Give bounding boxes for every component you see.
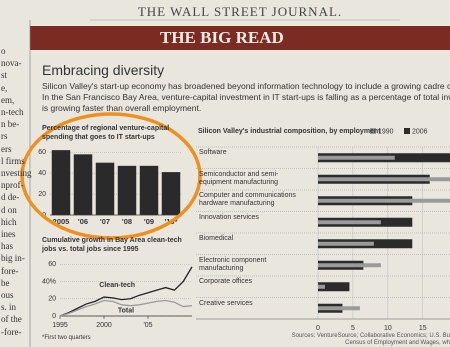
x-tick-label: '07 <box>100 217 110 226</box>
category-label: Electronic component manufacturing <box>199 256 267 272</box>
bar <box>139 165 159 215</box>
column-text: -fore- <box>1 326 22 337</box>
column-text: nprof- <box>1 180 24 191</box>
category-label: Software <box>199 149 227 156</box>
category-label: Semiconductor and semi-equipment manufac… <box>199 170 279 186</box>
x-tick-label: '05 <box>143 322 152 329</box>
category-label: Innovation services <box>199 213 259 221</box>
bar <box>161 172 181 215</box>
column-text: has <box>1 241 13 252</box>
legend-swatch <box>370 128 376 134</box>
x-tick-label: 5 <box>351 325 355 332</box>
bar <box>318 282 350 292</box>
column-text: n be- <box>1 119 20 130</box>
x-tick-label: 1995 <box>52 322 68 329</box>
column-text: e, <box>1 82 8 93</box>
masthead: THE WALL STREET JOURNAL. <box>137 4 343 19</box>
column-text: ers <box>1 143 12 154</box>
column-text: nvesting <box>1 168 32 178</box>
column-text: hich <box>1 216 17 227</box>
column-text: d de- <box>1 192 20 203</box>
bar <box>117 165 137 215</box>
chart-title: Silicon Valley's industrial composition,… <box>198 128 381 135</box>
line-series <box>59 299 193 317</box>
chart-title: Percentage of regional venture-capital s… <box>42 125 170 141</box>
legend-label: 1990 <box>378 128 394 135</box>
column-text: n-tech <box>1 107 24 117</box>
column-text: d on <box>1 204 17 215</box>
column-text: l firms <box>1 155 25 166</box>
y-tick-label: 20 <box>38 191 46 198</box>
x-tick-label: 15 <box>419 325 427 332</box>
column-text: of the <box>1 314 22 325</box>
y-tick-label: 20 <box>48 296 56 303</box>
column-text: o <box>1 46 6 56</box>
bar <box>318 177 450 182</box>
bar <box>318 198 450 203</box>
highlight-circle <box>20 112 202 240</box>
footnote: *First two quarters <box>42 335 91 341</box>
column-text: big in- <box>1 253 25 264</box>
source-line: Sources: VentureSource; Collaborative Ec… <box>291 333 450 339</box>
category-label: Corporate offices <box>199 278 253 285</box>
intro-line: is growing faster than overall employmen… <box>42 103 202 113</box>
headline: Embracing diversity <box>42 62 165 78</box>
source-line: Census of Employment and Wages, wh <box>345 340 450 346</box>
bar <box>318 306 360 311</box>
x-tick-label: '09 <box>144 217 154 226</box>
bar <box>318 155 395 160</box>
section-banner: THE BIG READ <box>30 26 450 50</box>
bar <box>318 284 325 289</box>
bar <box>95 162 115 215</box>
column-text: ous <box>1 290 14 300</box>
y-tick-label: 0 <box>52 313 56 320</box>
category-label: Creative services <box>199 299 253 307</box>
column-text: st <box>1 70 8 81</box>
column-text: rs <box>1 131 8 142</box>
x-tick-label: '06 <box>78 217 88 226</box>
bar <box>73 154 93 215</box>
x-tick-label: '08 <box>122 217 132 226</box>
column-text: em, <box>1 94 15 105</box>
line-series <box>59 266 193 317</box>
bar <box>318 241 374 246</box>
column-text: ines <box>1 229 16 239</box>
intro-line: Silicon Valley's start-up economy has br… <box>42 81 450 91</box>
bar <box>51 150 71 215</box>
bar <box>318 263 381 268</box>
y-tick-label: 60 <box>38 149 46 156</box>
y-tick-label: 60 <box>48 261 56 268</box>
legend-label: 2006 <box>412 128 428 135</box>
x-tick-label: 2005 <box>53 217 70 226</box>
chart-title: Cumulative growth in Bay Area clean-tech… <box>42 237 182 253</box>
category-label: Biomedical <box>199 235 234 242</box>
y-tick-label: 40 <box>38 170 46 177</box>
column-text: fore- <box>1 265 19 276</box>
y-tick-label: 40% <box>42 278 56 285</box>
x-tick-label: 0 <box>316 325 320 332</box>
column-text: nova- <box>1 58 22 69</box>
bar <box>318 220 381 225</box>
x-tick-label: 2000 <box>96 322 112 329</box>
intro-line: In the San Francisco Bay Area, venture-c… <box>42 92 450 102</box>
legend-swatch <box>404 128 410 134</box>
series-label: Clean-tech <box>99 282 135 289</box>
x-tick-label: 10 <box>384 325 392 332</box>
column-text: be <box>1 277 10 288</box>
series-label: Total <box>118 308 134 315</box>
category-label: Computer and communications hardware man… <box>199 192 296 207</box>
column-text: s. in <box>1 302 17 313</box>
